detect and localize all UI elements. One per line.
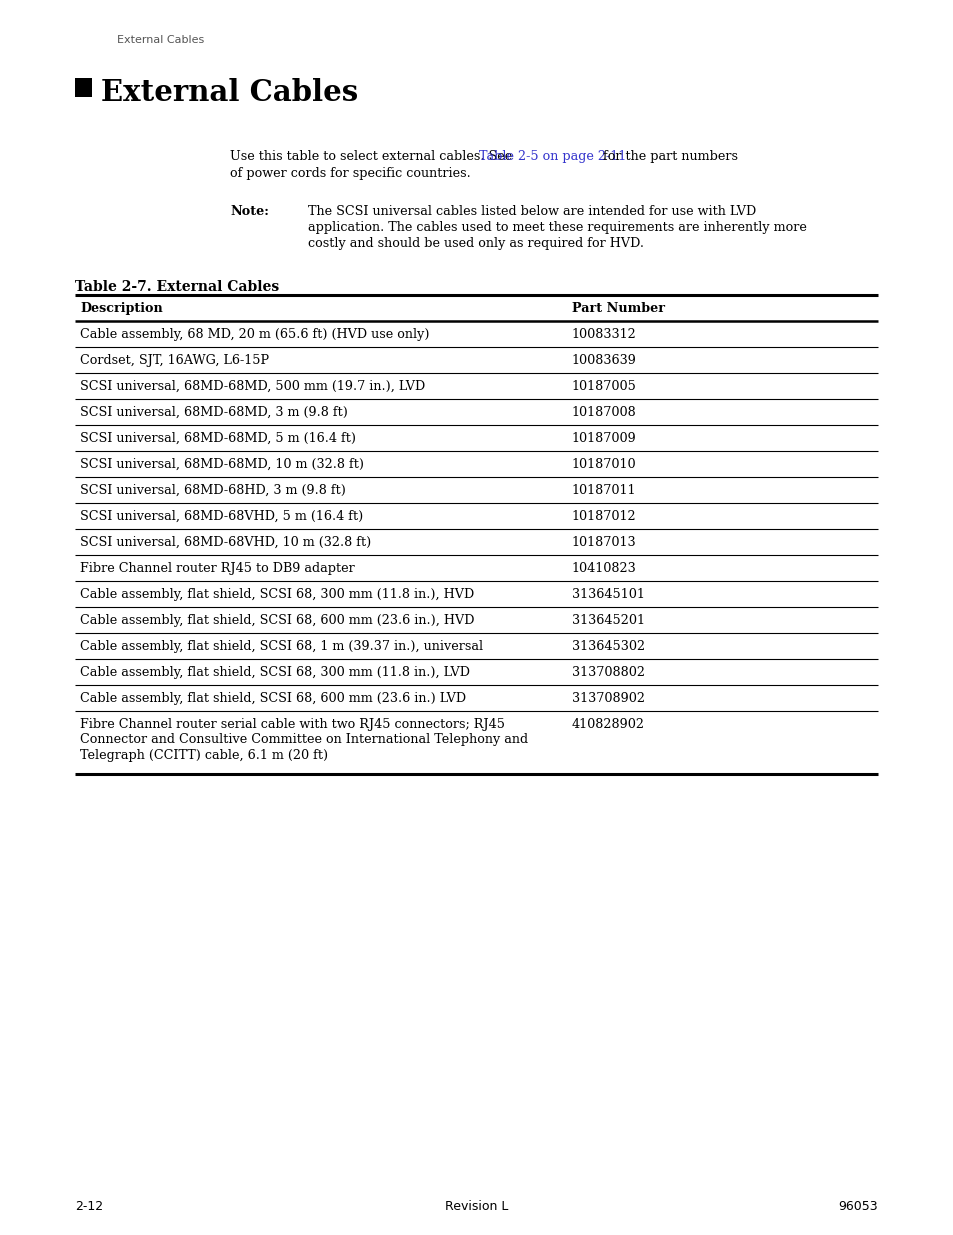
Text: Cable assembly, flat shield, SCSI 68, 1 m (39.37 in.), universal: Cable assembly, flat shield, SCSI 68, 1 … bbox=[80, 640, 482, 653]
Text: SCSI universal, 68MD-68MD, 3 m (9.8 ft): SCSI universal, 68MD-68MD, 3 m (9.8 ft) bbox=[80, 406, 348, 419]
Text: 410828902: 410828902 bbox=[572, 718, 644, 731]
Text: 313645101: 313645101 bbox=[572, 588, 644, 601]
Text: Table 2-5 on page 2-11: Table 2-5 on page 2-11 bbox=[478, 149, 626, 163]
Text: Use this table to select external cables. See: Use this table to select external cables… bbox=[230, 149, 516, 163]
Text: Cable assembly, flat shield, SCSI 68, 600 mm (23.6 in.) LVD: Cable assembly, flat shield, SCSI 68, 60… bbox=[80, 692, 466, 705]
Text: SCSI universal, 68MD-68MD, 500 mm (19.7 in.), LVD: SCSI universal, 68MD-68MD, 500 mm (19.7 … bbox=[80, 380, 425, 393]
Text: Revision L: Revision L bbox=[445, 1200, 508, 1213]
Text: Telegraph (CCITT) cable, 6.1 m (20 ft): Telegraph (CCITT) cable, 6.1 m (20 ft) bbox=[80, 748, 328, 762]
Text: SCSI universal, 68MD-68MD, 5 m (16.4 ft): SCSI universal, 68MD-68MD, 5 m (16.4 ft) bbox=[80, 432, 355, 445]
Text: 10187008: 10187008 bbox=[572, 406, 636, 419]
Text: application. The cables used to meet these requirements are inherently more: application. The cables used to meet the… bbox=[308, 221, 806, 233]
Text: Part Number: Part Number bbox=[572, 303, 664, 315]
Text: 96053: 96053 bbox=[838, 1200, 877, 1213]
Text: 10187005: 10187005 bbox=[572, 380, 637, 393]
Text: Cable assembly, flat shield, SCSI 68, 300 mm (11.8 in.), HVD: Cable assembly, flat shield, SCSI 68, 30… bbox=[80, 588, 474, 601]
Text: Description: Description bbox=[80, 303, 163, 315]
Text: External Cables: External Cables bbox=[101, 78, 358, 107]
Text: 313708902: 313708902 bbox=[572, 692, 644, 705]
Text: costly and should be used only as required for HVD.: costly and should be used only as requir… bbox=[308, 237, 643, 249]
Text: Cable assembly, 68 MD, 20 m (65.6 ft) (HVD use only): Cable assembly, 68 MD, 20 m (65.6 ft) (H… bbox=[80, 329, 429, 341]
Text: SCSI universal, 68MD-68VHD, 5 m (16.4 ft): SCSI universal, 68MD-68VHD, 5 m (16.4 ft… bbox=[80, 510, 363, 522]
Text: 2-12: 2-12 bbox=[75, 1200, 103, 1213]
Text: SCSI universal, 68MD-68VHD, 10 m (32.8 ft): SCSI universal, 68MD-68VHD, 10 m (32.8 f… bbox=[80, 536, 371, 550]
Text: 10083312: 10083312 bbox=[572, 329, 636, 341]
Text: 10410823: 10410823 bbox=[572, 562, 636, 576]
Text: 10187013: 10187013 bbox=[572, 536, 636, 550]
Text: 10187011: 10187011 bbox=[572, 484, 636, 496]
Text: 10187012: 10187012 bbox=[572, 510, 636, 522]
Text: for the part numbers: for the part numbers bbox=[598, 149, 737, 163]
Text: Cable assembly, flat shield, SCSI 68, 600 mm (23.6 in.), HVD: Cable assembly, flat shield, SCSI 68, 60… bbox=[80, 614, 474, 627]
Text: Connector and Consultive Committee on International Telephony and: Connector and Consultive Committee on In… bbox=[80, 734, 528, 746]
Text: 313645302: 313645302 bbox=[572, 640, 644, 653]
Text: SCSI universal, 68MD-68MD, 10 m (32.8 ft): SCSI universal, 68MD-68MD, 10 m (32.8 ft… bbox=[80, 458, 364, 471]
Text: Note:: Note: bbox=[230, 205, 269, 219]
Text: 10083639: 10083639 bbox=[572, 354, 637, 367]
Text: Cable assembly, flat shield, SCSI 68, 300 mm (11.8 in.), LVD: Cable assembly, flat shield, SCSI 68, 30… bbox=[80, 666, 470, 679]
Text: External Cables: External Cables bbox=[117, 35, 204, 44]
Text: of power cords for specific countries.: of power cords for specific countries. bbox=[230, 167, 470, 180]
Text: Table 2-7. External Cables: Table 2-7. External Cables bbox=[75, 280, 279, 294]
Text: 313708802: 313708802 bbox=[572, 666, 644, 679]
Bar bbox=[75, 78, 91, 98]
Text: 10187009: 10187009 bbox=[572, 432, 636, 445]
Text: Fibre Channel router serial cable with two RJ45 connectors; RJ45: Fibre Channel router serial cable with t… bbox=[80, 718, 504, 731]
Text: 10187010: 10187010 bbox=[572, 458, 636, 471]
Text: Cordset, SJT, 16AWG, L6-15P: Cordset, SJT, 16AWG, L6-15P bbox=[80, 354, 269, 367]
Text: The SCSI universal cables listed below are intended for use with LVD: The SCSI universal cables listed below a… bbox=[308, 205, 756, 219]
Text: 313645201: 313645201 bbox=[572, 614, 644, 627]
Text: Fibre Channel router RJ45 to DB9 adapter: Fibre Channel router RJ45 to DB9 adapter bbox=[80, 562, 355, 576]
Text: SCSI universal, 68MD-68HD, 3 m (9.8 ft): SCSI universal, 68MD-68HD, 3 m (9.8 ft) bbox=[80, 484, 346, 496]
